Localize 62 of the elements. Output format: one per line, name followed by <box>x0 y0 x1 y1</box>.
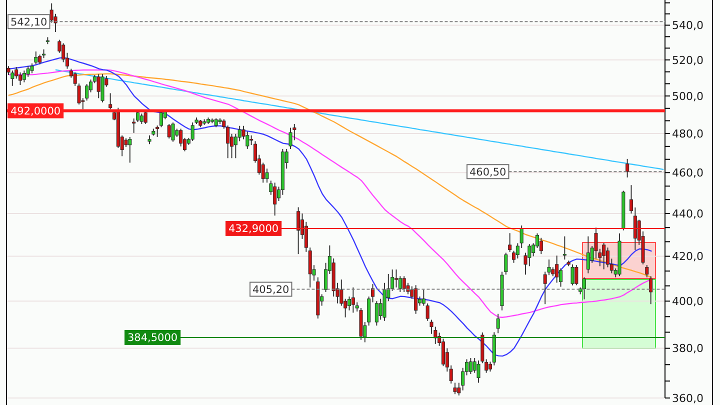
candlestick <box>34 50 38 65</box>
ref-line-label: 542,10 <box>10 16 48 28</box>
candlestick <box>394 268 398 288</box>
y-tick-label: 460,0 <box>672 166 704 180</box>
candlestick <box>22 70 26 83</box>
candlestick <box>430 319 434 334</box>
candlestick <box>238 125 242 142</box>
candlestick <box>602 242 606 270</box>
candlestick <box>426 302 430 322</box>
candlestick <box>62 42 66 63</box>
candlestick <box>128 136 132 164</box>
candlestick <box>265 168 269 184</box>
candlestick <box>539 237 543 255</box>
candlestick <box>468 358 472 375</box>
ref-line-label: 492,0000 <box>10 106 61 118</box>
candlestick <box>582 276 586 300</box>
candlestick <box>351 286 355 314</box>
y-tick-label: 520,0 <box>672 54 704 67</box>
candlestick <box>273 182 277 216</box>
ref-line-label: 432,9000 <box>228 223 279 236</box>
candlestick <box>374 300 378 326</box>
ref-line-label: 384,5000 <box>127 332 178 344</box>
candlestick <box>296 206 300 255</box>
y-tick-label: 400,0 <box>672 295 704 308</box>
candlestick <box>496 313 500 334</box>
candlestick <box>555 255 559 284</box>
candlestick <box>171 122 175 142</box>
candlestick <box>140 113 144 124</box>
candlestick <box>167 123 171 139</box>
candlestick <box>26 66 30 78</box>
candlestick <box>453 382 457 395</box>
y-tick-label: 440,0 <box>672 207 704 220</box>
candlestick <box>190 122 194 142</box>
candlestick <box>30 62 34 74</box>
candlestick <box>402 276 406 292</box>
candlestick <box>100 74 104 103</box>
candlestick <box>108 92 112 110</box>
y-tick-label: 360,0 <box>672 392 704 405</box>
candlestick <box>586 236 590 274</box>
ref-line-label: 405,20 <box>252 284 290 296</box>
y-tick-label: 380,0 <box>672 342 704 356</box>
y-tick-label: 500,0 <box>672 90 704 103</box>
candlestick <box>10 70 14 86</box>
ref-line-label: 460,50 <box>469 166 506 178</box>
candlestick <box>649 276 653 305</box>
candlestick <box>414 284 418 314</box>
candlestick <box>261 162 265 184</box>
candlestick <box>574 264 578 286</box>
candlestick <box>288 127 292 150</box>
y-tick-label: 420,0 <box>672 250 704 264</box>
candlestick <box>645 264 649 278</box>
line-series <box>8 69 652 318</box>
candlestick <box>508 232 512 252</box>
candlestick <box>38 54 42 65</box>
candlestick <box>96 74 100 99</box>
candlestick <box>340 279 344 306</box>
y-tick-label: 540,0 <box>672 19 704 32</box>
candlestick <box>626 158 630 178</box>
candlestick <box>570 264 574 286</box>
candlestick <box>179 128 183 147</box>
candlestick <box>562 236 566 260</box>
y-tick-label: 480,0 <box>672 127 704 140</box>
